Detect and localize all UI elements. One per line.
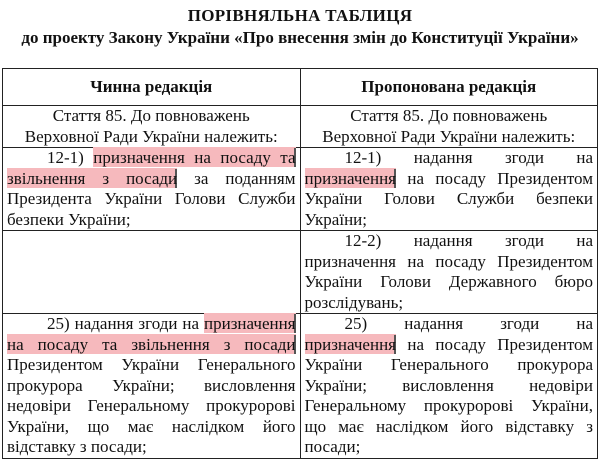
text-segment: за поданням	[177, 168, 296, 188]
text-segment: розслідувань;	[304, 292, 404, 312]
text-segment: на посаду Президентом	[395, 334, 593, 354]
text-segment: Стаття 85. До повноважень	[350, 106, 548, 125]
text-line: розслідувань;	[305, 293, 594, 314]
highlighted-text: призначення на посаду та	[93, 148, 296, 167]
text-line: України Генерального прокурора	[305, 355, 594, 376]
text-line: відставку з посади;	[7, 437, 296, 458]
text-line: 12-2) надання згоди на	[305, 231, 594, 252]
text-line: України Голови Служби безпеки	[305, 189, 594, 210]
table-row: 12-2) надання згоди на призначення на пос…	[2, 230, 598, 314]
text-line: Президентом України Генерального	[7, 355, 296, 376]
text-segment: України Голови Державного бюро	[304, 272, 594, 291]
text-line: Стаття 85. До повноважень	[7, 106, 296, 127]
text-line: 25) надання згоди на	[305, 314, 594, 335]
current-version-cell: Стаття 85. До повноважень Верховної Ради …	[2, 105, 301, 148]
text-segment: України;	[304, 209, 368, 229]
text-segment: України Генерального прокурора	[304, 355, 594, 374]
text-line: посади;	[305, 437, 594, 458]
text-segment: що має наслідком його відставку з	[304, 416, 594, 436]
highlighted-text: призначення	[204, 314, 296, 333]
table-header-row: Чинна редакція Пропонована редакція	[2, 68, 598, 106]
header-current-version: Чинна редакція	[2, 68, 301, 106]
header-proposed-version: Пропонована редакція	[299, 68, 598, 106]
text-segment: 12-1)	[47, 148, 94, 167]
table-row: 12-1) призначення на посаду та звільнення…	[2, 147, 598, 231]
text-line: призначення на посаду Президентом	[305, 252, 594, 273]
text-segment: 25) надання згоди на	[47, 314, 205, 333]
text-line: України Голови Державного бюро	[305, 272, 594, 293]
text-line: 12-1) призначення на посаду та	[7, 148, 296, 169]
text-segment: 12-1) надання згоди на	[344, 148, 594, 167]
table-row: Стаття 85. До повноважень Верховної Ради …	[2, 105, 598, 148]
text-line: призначення на посаду Президентом	[304, 334, 593, 356]
text-line: на посаду та звільнення з посади	[7, 334, 296, 356]
text-segment: безпеки України;	[7, 209, 131, 229]
text-line: що має наслідком його відставку з	[305, 417, 594, 438]
text-line: недовіри Генеральному прокуророві	[7, 396, 296, 417]
text-line: 25) надання згоди на призначення	[7, 314, 296, 335]
text-segment: України Голови Служби безпеки	[304, 189, 594, 208]
proposed-version-cell: Стаття 85. До повноважень Верховної Ради …	[299, 105, 598, 148]
text-line: України, що має наслідком його	[7, 417, 296, 438]
text-segment: 12-2) надання згоди на	[344, 231, 594, 250]
text-segment: 25) надання згоди на	[344, 314, 594, 333]
text-line: Верховної Ради України належить:	[7, 127, 296, 148]
document-title: ПОРІВНЯЛЬНА ТАБЛИЦЯ	[187, 6, 413, 25]
highlighted-text: призначення	[304, 168, 396, 188]
text-line: Генеральному прокуророві України,	[305, 396, 594, 417]
text-line: безпеки України;	[7, 210, 296, 231]
text-line: Верховної Ради України належить:	[305, 127, 594, 148]
document-subtitle: до проекту Закону України «Про внесення …	[21, 28, 579, 47]
text-line: прокурора України; висловлення	[7, 376, 296, 397]
text-line: призначення на посаду Президентом	[304, 168, 593, 190]
current-version-cell: 12-1) призначення на посаду та звільнення…	[2, 147, 301, 231]
text-line: Президента України Голови Служби	[7, 189, 296, 210]
text-line: України;	[305, 210, 594, 231]
text-segment: України, що має наслідком його	[7, 416, 296, 436]
text-segment: Президента України Голови Служби	[7, 189, 296, 208]
proposed-version-cell: 12-1) надання згоди на призначення на пос…	[299, 147, 598, 231]
proposed-version-cell: 25) надання згоди на призначення на посад…	[299, 313, 598, 459]
highlighted-text: на посаду та звільнення з посади	[7, 334, 296, 354]
text-segment: прокурора України; висловлення	[7, 375, 296, 395]
text-segment: Верховної Ради України належить:	[24, 126, 278, 146]
text-segment: на посаду Президентом	[395, 168, 593, 188]
text-line: України; висловлення недовіри	[305, 376, 594, 397]
proposed-version-cell: 12-2) надання згоди на призначення на пос…	[299, 230, 598, 314]
text-line: Стаття 85. До повноважень	[305, 106, 594, 127]
current-version-cell: 25) надання згоди на призначення на посад…	[2, 313, 301, 459]
text-segment: Генеральному прокуророві України,	[304, 396, 594, 415]
text-line: звільнення з посади за поданням	[7, 168, 296, 190]
text-segment: недовіри Генеральному прокуророві	[7, 396, 296, 415]
text-segment: призначення на посаду Президентом	[304, 251, 594, 271]
highlighted-text: призначення	[304, 334, 396, 354]
text-segment: України; висловлення недовіри	[304, 375, 594, 395]
text-line: 12-1) надання згоди на	[305, 148, 594, 169]
table-row: 25) надання згоди на призначення на посад…	[2, 313, 598, 459]
text-segment: Президентом України Генерального	[7, 355, 296, 374]
text-segment: Стаття 85. До повноважень	[52, 106, 250, 125]
comparison-table: Чинна редакція Пропонована редакція Стат…	[2, 68, 598, 459]
text-segment: Верховної Ради України належить:	[322, 126, 576, 146]
current-version-cell	[2, 230, 301, 314]
highlighted-text: звільнення з посади	[7, 168, 178, 188]
